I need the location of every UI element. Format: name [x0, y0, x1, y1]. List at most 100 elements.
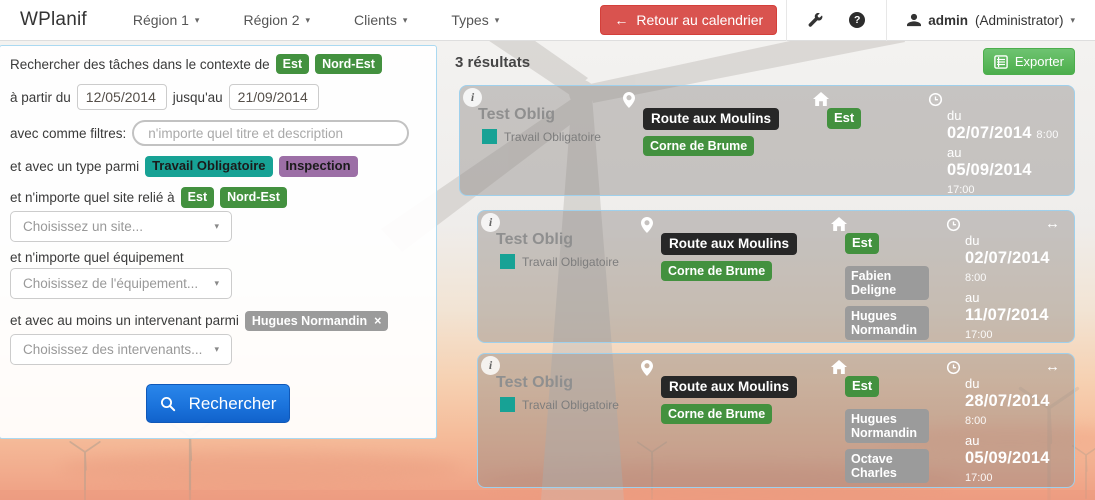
results-area: 3 résultats Exporter i Test Oblig Travai… [455, 48, 1075, 488]
site-column: Route aux Moulins Corne de Brume [641, 214, 831, 342]
search-icon [160, 396, 175, 411]
type-badge-inspection[interactable]: Inspection [278, 156, 358, 178]
from-label: du [965, 233, 980, 248]
export-icon [994, 54, 1008, 69]
to-label: au [947, 145, 962, 160]
home-icon [831, 360, 847, 376]
export-button[interactable]: Exporter [982, 48, 1075, 75]
site-badge: Route aux Moulins [661, 376, 798, 398]
map-pin-icon [623, 92, 635, 108]
task-type: Travail Obligatoire [482, 129, 623, 144]
to-date-input[interactable] [228, 84, 319, 111]
task-title: Test Oblig [478, 106, 556, 123]
info-icon[interactable]: i [463, 88, 482, 107]
site-select[interactable]: Choisissez un site... ▾ [10, 210, 232, 242]
assignee-badge: Octave Charles [845, 448, 929, 483]
intervenant-row: et avec au moins un intervenant parmi Hu… [10, 310, 426, 332]
search-button[interactable]: Rechercher [146, 384, 290, 424]
type-badge-travail[interactable]: Travail Obligatoire [145, 156, 273, 178]
user-menu[interactable]: admin (Administrator) ▾ [887, 0, 1095, 40]
result-card[interactable]: i ↔ Test Oblig Travail Obligatoire Route… [477, 353, 1075, 488]
site-select-placeholder: Choisissez un site... [23, 218, 144, 234]
app-brand[interactable]: WPlanif [20, 9, 87, 30]
back-to-calendar-button[interactable]: ← Retour au calendrier [600, 5, 778, 35]
task-type: Travail Obligatoire [500, 397, 641, 412]
context-badge: Nord-Est [315, 54, 382, 75]
intervenant-select-placeholder: Choisissez des intervenants... [23, 342, 203, 358]
caret-down-icon: ▾ [494, 14, 500, 25]
type-color-swatch [500, 254, 515, 269]
title-filter-input[interactable] [132, 120, 410, 147]
caret-down-icon: ▾ [194, 14, 200, 25]
result-card[interactable]: i Test Oblig Travail Obligatoire Route a… [459, 85, 1075, 196]
top-navbar: WPlanif Région 1 ▾ Région 2 ▾ Clients ▾ … [0, 0, 1095, 41]
end-date: 05/09/2014 [965, 449, 1050, 467]
caret-down-icon: ▾ [214, 277, 219, 288]
dates-column: du 02/07/2014 8:00 au 11/07/2014 17:00 [946, 214, 1074, 342]
site-column: Route aux Moulins Corne de Brume [641, 357, 831, 487]
type-color-swatch [500, 397, 515, 412]
intervenant-label: et avec au moins un intervenant parmi [10, 313, 239, 329]
task-column: Test Oblig Travail Obligatoire [496, 214, 641, 342]
task-title: Test Oblig [496, 374, 574, 391]
clock-icon [946, 217, 961, 233]
navbar-tools: ? [787, 0, 886, 40]
home-icon [831, 217, 847, 233]
context-label: Rechercher des tâches dans le contexte d… [10, 56, 270, 72]
user-name: admin [928, 12, 968, 28]
map-pin-icon [641, 360, 653, 376]
context-column: Est Hugues Normandin Octave Charles [831, 357, 946, 487]
assignee-badge: Hugues Normandin [845, 305, 929, 340]
info-icon[interactable]: i [481, 356, 500, 375]
wrench-icon[interactable] [808, 12, 823, 28]
intervenant-select[interactable]: Choisissez des intervenants... ▾ [10, 334, 232, 366]
start-date: 02/07/2014 8:00 [947, 124, 1059, 142]
start-date: 28/07/2014 [965, 392, 1050, 410]
assignee-badge: Hugues Normandin [845, 408, 929, 443]
from-date-input[interactable] [76, 84, 167, 111]
resize-icon[interactable]: ↔ [1045, 358, 1060, 375]
info-icon[interactable]: i [481, 213, 500, 232]
context-badge: Est [827, 108, 862, 129]
context-badge: Est [275, 54, 310, 75]
caret-down-icon: ▾ [402, 14, 408, 25]
equipment-label: et n'importe quel équipement [10, 249, 184, 265]
site-badge: Est [180, 187, 215, 208]
help-icon[interactable]: ? [849, 12, 866, 28]
context-badge: Est [845, 233, 880, 254]
map-pin-icon [641, 217, 653, 233]
context-column: Est Fabien Deligne Hugues Normandin [831, 214, 946, 342]
user-role: (Administrator) [974, 12, 1064, 28]
start-time: 8:00 [965, 415, 987, 427]
from-label: du [947, 108, 962, 123]
subsite-badge: Corne de Brume [661, 403, 773, 424]
end-time: 17:00 [947, 184, 975, 196]
equipment-select[interactable]: Choisissez de l'équipement... ▾ [10, 267, 232, 299]
from-label: du [965, 376, 980, 391]
nav-item-types[interactable]: Types ▾ [451, 12, 500, 28]
site-filter-row: et n'importe quel site relié à Est Nord-… [10, 187, 426, 208]
search-panel: Rechercher des tâches dans le contexte d… [0, 45, 437, 440]
result-card[interactable]: i ↔ Test Oblig Travail Obligatoire Route… [477, 210, 1075, 343]
nav-item-region1[interactable]: Région 1 ▾ [132, 12, 200, 28]
back-arrow-icon: ← [614, 12, 629, 28]
navbar-divider [786, 0, 788, 41]
date-range-row: à partir du jusqu'au [10, 84, 426, 111]
start-date: 02/07/2014 [965, 249, 1050, 267]
end-date: 11/07/2014 [965, 306, 1049, 324]
context-column: Est [813, 89, 928, 195]
resize-icon[interactable]: ↔ [1045, 215, 1060, 232]
end-date: 05/09/2014 [947, 161, 1032, 179]
nav-item-clients[interactable]: Clients ▾ [354, 12, 408, 28]
main-nav: Région 1 ▾ Région 2 ▾ Clients ▾ Types ▾ [111, 0, 521, 40]
start-time: 8:00 [965, 272, 987, 284]
remove-icon[interactable]: × [374, 313, 382, 328]
type-filter-row: et avec un type parmi Travail Obligatoir… [10, 156, 426, 178]
filter-row: avec comme filtres: [10, 120, 426, 147]
navbar-divider [886, 0, 888, 41]
intervenant-badge: Hugues Normandin × [244, 310, 389, 332]
nav-item-region2[interactable]: Région 2 ▾ [243, 12, 311, 28]
assignee-badge: Fabien Deligne [845, 265, 929, 300]
subsite-badge: Corne de Brume [643, 135, 755, 156]
